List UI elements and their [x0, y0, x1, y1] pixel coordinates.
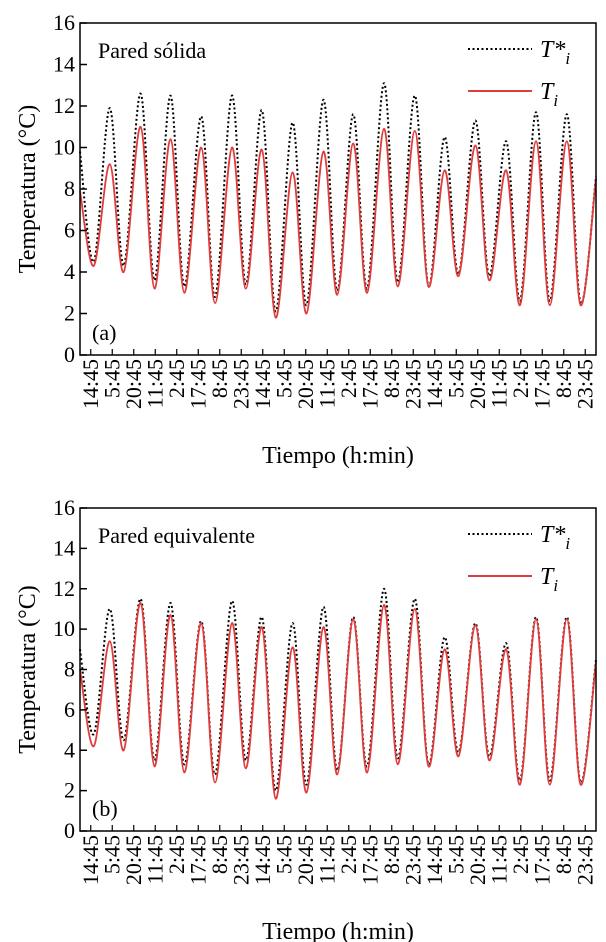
x-tick-label: 23:45 [228, 835, 253, 885]
x-tick-label: 17:45 [185, 835, 210, 885]
x-tick-label: 5:45 [99, 359, 124, 398]
y-tick-label: 8 [64, 657, 75, 682]
x-tick-label: 11:45 [142, 835, 167, 884]
x-tick-label: 11:45 [314, 359, 339, 408]
y-tick-label: 10 [53, 135, 75, 160]
y-tick-label: 2 [64, 301, 75, 326]
x-tick-label: 20:45 [293, 835, 318, 885]
x-tick-label: 8:45 [379, 835, 404, 874]
y-tick-label: 12 [53, 576, 75, 601]
x-tick-label: 5:45 [99, 835, 124, 874]
panel-title: Pared sólida [98, 38, 206, 63]
series-line-t-i [79, 601, 597, 800]
y-tick-label: 6 [64, 218, 75, 243]
x-tick-label: 2:45 [508, 359, 533, 398]
x-tick-label: 23:45 [400, 359, 425, 409]
legend-label-t-i: Ti [540, 564, 558, 595]
x-tick-label: 8:45 [551, 835, 576, 874]
series-line-t-star-i [79, 587, 597, 792]
x-tick-label: 2:45 [164, 835, 189, 874]
y-tick-label: 12 [53, 93, 75, 118]
x-tick-label: 17:45 [529, 835, 554, 885]
x-tick-label: 23:45 [572, 359, 597, 409]
y-tick-label: 16 [53, 10, 75, 35]
x-tick-label: 14:45 [250, 835, 275, 885]
x-tick-label: 14:45 [78, 359, 103, 409]
legend-label-t-star-i: T*i [540, 522, 570, 553]
series-line-t-i [79, 125, 597, 319]
x-tick-label: 14:45 [78, 835, 103, 885]
x-tick-label: 17:45 [357, 359, 382, 409]
y-tick-label: 14 [53, 52, 75, 77]
x-tick-label: 8:45 [551, 359, 576, 398]
y-tick-label: 0 [64, 342, 75, 367]
x-axis-title: Tiempo (h:min) [262, 443, 414, 469]
x-tick-label: 23:45 [572, 835, 597, 885]
x-tick-label: 17:45 [185, 359, 210, 409]
x-tick-label: 2:45 [508, 835, 533, 874]
legend-label-t-i: Ti [540, 79, 558, 110]
legend-label-t-star-i: T*i [540, 37, 570, 68]
y-tick-label: 10 [53, 616, 75, 641]
y-tick-label: 4 [64, 259, 75, 284]
x-tick-label: 8:45 [207, 835, 232, 874]
panel-label: (a) [92, 320, 116, 345]
x-tick-label: 5:45 [443, 835, 468, 874]
panel-label: (b) [92, 796, 118, 821]
x-tick-label: 5:45 [271, 359, 296, 398]
y-tick-label: 8 [64, 176, 75, 201]
y-tick-label: 4 [64, 737, 75, 762]
x-axis-title: Tiempo (h:min) [262, 919, 414, 942]
x-tick-label: 14:45 [422, 835, 447, 885]
x-tick-label: 11:45 [486, 835, 511, 884]
x-tick-label: 20:45 [465, 359, 490, 409]
x-tick-label: 20:45 [465, 835, 490, 885]
x-tick-label: 5:45 [443, 359, 468, 398]
x-tick-label: 23:45 [228, 359, 253, 409]
x-tick-label: 11:45 [486, 359, 511, 408]
panel-title: Pared equivalente [98, 523, 255, 548]
x-tick-label: 17:45 [529, 359, 554, 409]
series-line-t-star-i [79, 82, 597, 313]
y-tick-label: 6 [64, 697, 75, 722]
y-axis-title: Temperatura (°C) [15, 585, 41, 754]
x-tick-label: 11:45 [314, 835, 339, 884]
x-tick-label: 20:45 [121, 835, 146, 885]
y-tick-label: 2 [64, 778, 75, 803]
x-tick-label: 20:45 [293, 359, 318, 409]
x-tick-label: 2:45 [336, 359, 361, 398]
y-tick-label: 16 [53, 495, 75, 520]
x-tick-label: 20:45 [121, 359, 146, 409]
x-tick-label: 8:45 [379, 359, 404, 398]
x-tick-label: 11:45 [142, 359, 167, 408]
x-tick-label: 8:45 [207, 359, 232, 398]
x-tick-label: 23:45 [400, 835, 425, 885]
y-axis-title: Temperatura (°C) [15, 105, 41, 274]
x-tick-label: 14:45 [422, 359, 447, 409]
x-tick-label: 17:45 [357, 835, 382, 885]
x-tick-label: 2:45 [336, 835, 361, 874]
y-tick-label: 0 [64, 818, 75, 843]
x-tick-label: 2:45 [164, 359, 189, 398]
chart-panel-2: 024681012141614:455:4520:4511:452:4517:4… [15, 495, 597, 942]
chart-panel-1: 024681012141614:455:4520:4511:452:4517:4… [15, 10, 597, 469]
x-tick-label: 14:45 [250, 359, 275, 409]
x-tick-label: 5:45 [271, 835, 296, 874]
y-tick-label: 14 [53, 535, 75, 560]
